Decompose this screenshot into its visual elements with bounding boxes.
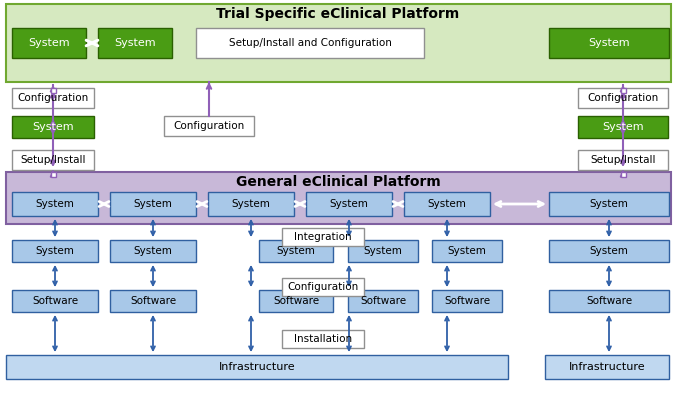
Text: System: System <box>447 246 487 256</box>
Text: System: System <box>36 199 74 209</box>
Bar <box>12 150 94 170</box>
Bar <box>549 240 669 262</box>
Text: Configuration: Configuration <box>18 93 89 103</box>
Bar <box>348 240 418 262</box>
Bar <box>549 28 669 58</box>
Text: Software: Software <box>130 296 176 306</box>
Bar <box>110 290 196 312</box>
Text: Software: Software <box>586 296 632 306</box>
Text: System: System <box>232 199 270 209</box>
Text: Software: Software <box>273 296 319 306</box>
Bar <box>282 278 364 296</box>
Text: Software: Software <box>32 296 78 306</box>
Text: Installation: Installation <box>294 334 352 344</box>
Text: Configuration: Configuration <box>173 121 244 131</box>
Text: System: System <box>364 246 402 256</box>
Text: System: System <box>428 199 466 209</box>
Bar <box>208 192 294 216</box>
Bar <box>259 240 333 262</box>
Bar <box>196 28 424 58</box>
Bar <box>282 330 364 348</box>
Text: Software: Software <box>444 296 490 306</box>
Text: System: System <box>28 38 70 48</box>
Text: Infrastructure: Infrastructure <box>569 362 645 372</box>
Bar <box>545 355 669 379</box>
Bar <box>578 88 668 108</box>
Text: Infrastructure: Infrastructure <box>219 362 295 372</box>
Text: Integration: Integration <box>294 232 352 242</box>
Bar <box>98 28 172 58</box>
Bar <box>6 4 671 82</box>
Bar <box>306 192 392 216</box>
Text: Trial Specific eClinical Platform: Trial Specific eClinical Platform <box>217 7 460 21</box>
Text: System: System <box>114 38 156 48</box>
Bar <box>12 88 94 108</box>
Bar <box>12 240 98 262</box>
Text: System: System <box>330 199 368 209</box>
Bar <box>549 290 669 312</box>
Text: System: System <box>133 246 173 256</box>
Bar <box>432 240 502 262</box>
Bar <box>259 290 333 312</box>
Bar <box>404 192 490 216</box>
Bar <box>621 87 626 93</box>
Bar <box>549 192 669 216</box>
Bar <box>432 290 502 312</box>
Text: System: System <box>590 199 628 209</box>
Text: Setup/Install: Setup/Install <box>590 155 656 165</box>
Bar <box>51 171 56 177</box>
Text: Setup/Install: Setup/Install <box>20 155 86 165</box>
Bar <box>164 116 254 136</box>
Bar <box>12 28 86 58</box>
Text: Configuration: Configuration <box>287 282 359 292</box>
Text: System: System <box>277 246 315 256</box>
Bar <box>6 355 508 379</box>
Bar <box>110 192 196 216</box>
Bar <box>12 116 94 138</box>
Bar <box>51 87 56 93</box>
Text: General eClinical Platform: General eClinical Platform <box>236 175 440 189</box>
Text: System: System <box>588 38 630 48</box>
Text: Setup/Install and Configuration: Setup/Install and Configuration <box>229 38 391 48</box>
Bar <box>621 171 626 177</box>
Bar <box>12 192 98 216</box>
Bar <box>578 150 668 170</box>
Bar <box>6 172 671 224</box>
Text: System: System <box>602 122 644 132</box>
Text: Software: Software <box>360 296 406 306</box>
Text: System: System <box>133 199 173 209</box>
Text: Configuration: Configuration <box>588 93 659 103</box>
Bar <box>12 290 98 312</box>
Bar <box>282 228 364 246</box>
Text: System: System <box>590 246 628 256</box>
Bar <box>110 240 196 262</box>
Text: System: System <box>36 246 74 256</box>
Bar <box>578 116 668 138</box>
Bar <box>348 290 418 312</box>
Text: System: System <box>32 122 74 132</box>
